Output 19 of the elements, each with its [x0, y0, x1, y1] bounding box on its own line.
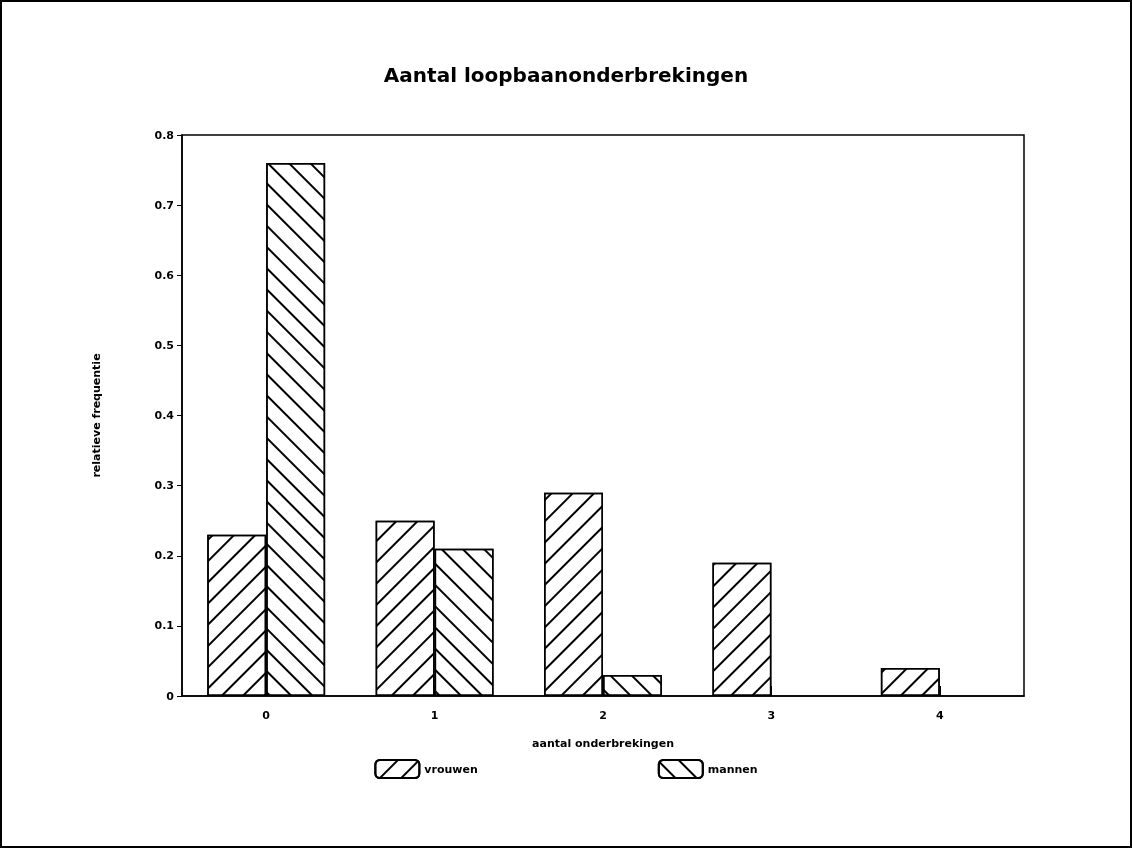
legend-label: vrouwen	[424, 762, 478, 776]
y-tick-label: 0.8	[154, 128, 174, 142]
y-tick-label: 0.4	[154, 409, 175, 422]
y-tick-label: 0.1	[154, 619, 174, 633]
x-tick-label: 1	[430, 709, 439, 722]
y-tick-label: 0.6	[154, 268, 175, 282]
x-axis-title: aantal onderbrekingen	[532, 737, 674, 750]
x-tick-label: 2	[599, 709, 607, 722]
legend-label: mannen	[707, 762, 758, 776]
y-tick-label: 0	[166, 689, 175, 703]
x-tick-label: 3	[767, 709, 776, 722]
y-tick-label: 0.2	[154, 549, 174, 563]
chart-title: Aantal loopbaanonderbrekingen	[383, 63, 749, 87]
y-tick-label: 0.3	[154, 479, 174, 493]
y-tick-label: 0.7	[154, 198, 174, 212]
x-tick-label: 0	[262, 709, 271, 722]
y-tick-label: 0.5	[154, 338, 174, 352]
y-axis-title: relatieve frequentie	[90, 353, 103, 478]
x-tick-label: 4	[935, 709, 944, 722]
